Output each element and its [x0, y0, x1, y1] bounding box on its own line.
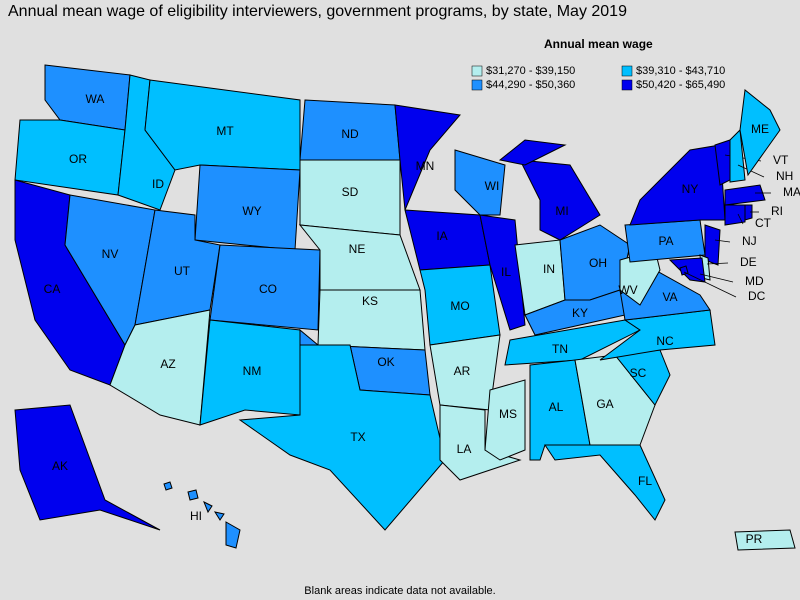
- state-label: GA: [596, 397, 613, 411]
- state-shape: [225, 521, 241, 549]
- state-label: AR: [454, 364, 471, 378]
- state-label: WY: [242, 204, 261, 218]
- state-label: NM: [243, 364, 262, 378]
- state-label: TX: [350, 430, 365, 444]
- state-label: CO: [259, 282, 277, 296]
- state-label: DE: [740, 255, 757, 269]
- state-shape: [439, 404, 522, 481]
- state-shape: [724, 204, 746, 226]
- leader-line: [706, 262, 729, 265]
- legend-swatch: [621, 79, 633, 91]
- state-label: ND: [341, 127, 359, 141]
- state-label: NE: [349, 242, 366, 256]
- state-shape: [498, 139, 567, 166]
- state-label: NC: [656, 334, 674, 348]
- state-shape: [504, 319, 641, 366]
- state-shape: [724, 184, 766, 206]
- state-shape: [484, 379, 526, 461]
- legend-swatch: [471, 65, 483, 77]
- legend-label: $39,310 - $43,710: [636, 65, 725, 77]
- state-label: SC: [630, 366, 647, 380]
- state-label: LA: [457, 442, 472, 456]
- state-label: AZ: [160, 357, 175, 371]
- state-label: NH: [776, 169, 793, 183]
- state-label: OK: [377, 355, 394, 369]
- state-label: SD: [342, 185, 359, 199]
- state-label: CT: [755, 216, 772, 230]
- state-shape: [704, 224, 721, 266]
- state-label: MN: [416, 159, 435, 173]
- state-shape: [213, 511, 225, 521]
- state-label: AL: [549, 400, 564, 414]
- state-shape: [544, 444, 666, 521]
- state-shape: [238, 344, 446, 531]
- state-label: MT: [216, 124, 234, 138]
- state-label: ME: [751, 122, 769, 136]
- state-label: KY: [572, 306, 588, 320]
- footnote: Blank areas indicate data not available.: [304, 585, 495, 597]
- state-label: PA: [658, 234, 673, 248]
- state-shape: [394, 104, 461, 211]
- state-label: IN: [543, 262, 555, 276]
- state-shape: [739, 89, 781, 177]
- state-shape: [203, 500, 213, 514]
- state-label: VT: [773, 153, 789, 167]
- legend-swatch: [471, 79, 483, 91]
- state-shape: [454, 149, 506, 216]
- state-label: MD: [745, 274, 764, 288]
- state-label: UT: [174, 264, 191, 278]
- state-label: WI: [485, 179, 500, 193]
- state-label: MA: [783, 185, 800, 199]
- state-label: WA: [86, 92, 105, 106]
- state-shape: [199, 319, 301, 426]
- state-label: PR: [746, 532, 763, 546]
- legend-label: $44,290 - $50,360: [486, 79, 575, 91]
- leader-line: [737, 213, 744, 225]
- leader-line: [683, 271, 737, 298]
- legend-label: $50,420 - $65,490: [636, 79, 725, 91]
- state-label: TN: [552, 342, 568, 356]
- state-label: AK: [52, 459, 68, 473]
- state-label: NY: [682, 182, 699, 196]
- state-label: WV: [618, 283, 637, 297]
- state-label: OR: [69, 152, 87, 166]
- state-label: HI: [190, 509, 202, 523]
- state-label: MO: [450, 299, 469, 313]
- state-label: IL: [501, 265, 511, 279]
- map-title: Annual mean wage of eligibility intervie…: [8, 3, 627, 20]
- legend-title: Annual mean wage: [544, 37, 653, 51]
- leader-line: [714, 239, 731, 243]
- state-shape: [14, 404, 161, 531]
- state-shape: [187, 489, 199, 501]
- legend-swatch: [621, 65, 633, 77]
- state-shape: [209, 244, 321, 331]
- state-shape: [734, 529, 796, 551]
- state-label: VA: [662, 290, 677, 304]
- state-label: KS: [362, 294, 378, 308]
- state-label: ID: [152, 177, 164, 191]
- leader-line: [699, 273, 734, 283]
- state-label: IA: [436, 229, 447, 243]
- state-shape: [163, 481, 173, 491]
- state-label: MS: [499, 407, 517, 421]
- state-label: FL: [638, 474, 652, 488]
- state-label: NJ: [742, 234, 757, 248]
- state-label: RI: [771, 204, 783, 218]
- state-shape: [744, 204, 753, 221]
- state-label: OH: [589, 256, 607, 270]
- state-label: CA: [44, 282, 61, 296]
- state-label: DC: [748, 289, 766, 303]
- legend-label: $31,270 - $39,150: [486, 65, 575, 77]
- state-shape: [729, 128, 746, 183]
- state-label: NV: [102, 247, 119, 261]
- state-shape: [109, 309, 211, 426]
- state-shape: [479, 214, 526, 331]
- state-label: MI: [555, 204, 568, 218]
